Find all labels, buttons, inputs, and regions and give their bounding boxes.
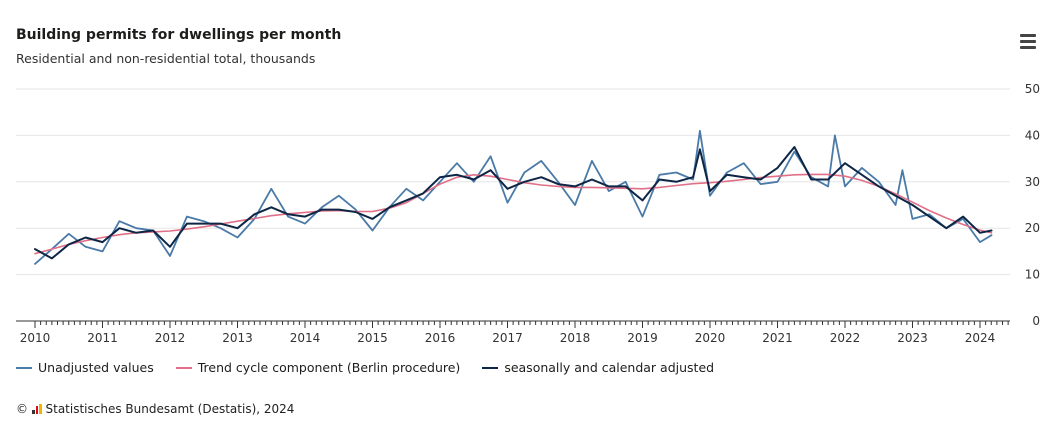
- x-tick-label-2013: 2013: [222, 331, 253, 345]
- x-tick-label-2014: 2014: [290, 331, 321, 345]
- x-tick-label-2020: 2020: [695, 331, 726, 345]
- legend-label-unadjusted: Unadjusted values: [38, 360, 154, 375]
- legend-label-trend: Trend cycle component (Berlin procedure): [197, 360, 461, 375]
- x-tick-label-2021: 2021: [762, 331, 793, 345]
- hamburger-icon[interactable]: [1018, 33, 1038, 49]
- y-tick-label-0: 0: [1032, 314, 1040, 328]
- chart-subtitle: Residential and non-residential total, t…: [16, 51, 316, 66]
- series-line-unadjusted: [34, 129, 993, 265]
- legend-swatch-trend: [175, 366, 192, 369]
- y-tick-label-10: 10: [1025, 268, 1040, 282]
- x-tick-label-2019: 2019: [627, 331, 658, 345]
- x-tick-label-2017: 2017: [492, 331, 523, 345]
- chart-legend: Unadjusted values Trend cycle component …: [16, 360, 714, 375]
- x-tick-label-2022: 2022: [830, 331, 861, 345]
- y-tick-label-30: 30: [1025, 175, 1040, 189]
- x-tick-label-2012: 2012: [155, 331, 186, 345]
- x-tick-label-2024: 2024: [965, 331, 996, 345]
- chart-title: Building permits for dwellings per month: [16, 27, 342, 43]
- legend-item-adjusted[interactable]: seasonally and calendar adjusted: [482, 360, 714, 375]
- copyright-symbol: ©: [16, 402, 28, 416]
- legend-item-trend[interactable]: Trend cycle component (Berlin procedure): [175, 360, 461, 375]
- legend-item-unadjusted[interactable]: Unadjusted values: [16, 360, 154, 375]
- x-tick-label-2010: 2010: [20, 331, 51, 345]
- legend-swatch-unadjusted: [16, 366, 32, 369]
- y-tick-label-50: 50: [1025, 82, 1040, 96]
- legend-label-adjusted: seasonally and calendar adjusted: [504, 360, 715, 375]
- series-line-adjusted: [34, 146, 993, 260]
- source-credit: © Statistisches Bundesamt (Destatis), 20…: [16, 402, 294, 416]
- x-tick-label-2023: 2023: [897, 331, 928, 345]
- y-tick-label-40: 40: [1025, 128, 1040, 142]
- legend-swatch-adjusted: [482, 366, 499, 369]
- x-tick-label-2011: 2011: [87, 331, 118, 345]
- y-tick-label-20: 20: [1025, 221, 1040, 235]
- series-line-trend: [34, 173, 993, 255]
- source-text[interactable]: Statistisches Bundesamt (Destatis), 2024: [45, 402, 295, 416]
- x-tick-label-2018: 2018: [560, 331, 591, 345]
- x-tick-label-2015: 2015: [357, 331, 388, 345]
- x-tick-label-2016: 2016: [425, 331, 456, 345]
- destatis-logo-icon: [32, 404, 42, 414]
